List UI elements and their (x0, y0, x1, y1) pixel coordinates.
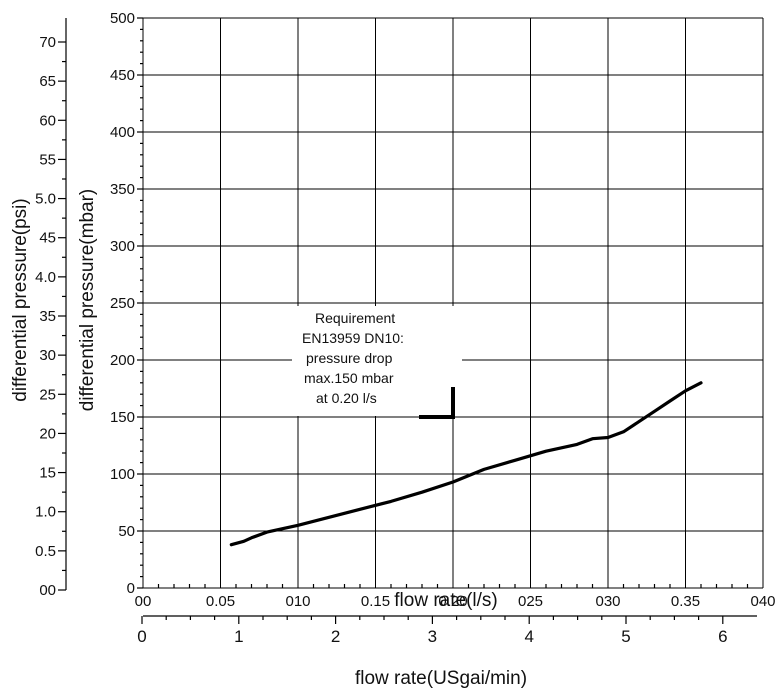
y-tick-label: 450 (110, 67, 135, 84)
y-tick-label: 500 (110, 10, 135, 27)
requirement-marker (419, 387, 455, 419)
y2-tick-label: 65 (39, 73, 56, 90)
x-tick-label: 040 (750, 593, 775, 610)
series (229, 381, 703, 547)
annotation-line: Requirement (315, 310, 395, 326)
y2-tick-label: 1.0 (35, 504, 56, 521)
y-tick-label: 250 (110, 295, 135, 312)
pressure-curve (229, 381, 703, 547)
y2-tick-label: 15 (39, 465, 56, 482)
y2-tick-label: 25 (39, 386, 56, 403)
y2-tick-label: 20 (39, 425, 56, 442)
x-axis-label: flow rate(l/s) (394, 590, 497, 611)
x-tick-label: 00 (135, 593, 152, 610)
y-tick-label: 350 (110, 181, 135, 198)
x2-tick-label: 1 (234, 627, 243, 646)
y2-tick-label: 55 (39, 151, 56, 168)
y2-tick-label: 5.0 (35, 191, 56, 208)
y-tick-label: 300 (110, 238, 135, 255)
y2-tick-label: 30 (39, 347, 56, 364)
x-tick-label: 0.15 (361, 593, 390, 610)
y-tick-label: 200 (110, 352, 135, 369)
y-tick-label: 100 (110, 466, 135, 483)
y2-tick-label: 0.5 (35, 543, 56, 560)
annotation-line: EN13959 DN10: (302, 330, 404, 346)
x2-tick-label: 6 (718, 627, 727, 646)
x2-tick-label: 5 (621, 627, 630, 646)
annotation-line: at 0.20 l/s (316, 390, 377, 406)
y-tick-label: 50 (118, 523, 135, 540)
grid-lines (142, 17, 764, 589)
x2-tick-label: 3 (428, 627, 437, 646)
y-tick-label: 0 (127, 580, 135, 597)
requirement-annotation: Requirement EN13959 DN10: pressure drop max… (292, 306, 462, 419)
y2-tick-label: 60 (39, 112, 56, 129)
y2-tick-label: 45 (39, 230, 56, 247)
annotation-line: pressure drop (306, 350, 393, 366)
x-tick-label: 0.05 (206, 593, 235, 610)
y-tick-label: 400 (110, 124, 135, 141)
y2-tick-label: 35 (39, 308, 56, 325)
y2-tick-label: 4.0 (35, 269, 56, 286)
annotation-background (292, 306, 462, 416)
y2-tick-label: 00 (39, 582, 56, 599)
tick-labels: 00 0.05 010 0.15 0.20 025 030 0.35 0400501001502… (35, 10, 775, 646)
x2-axis-label: flow rate(USgai/min) (355, 668, 527, 689)
x-tick-label: 0.20 (438, 593, 467, 610)
y-axis-label: differential pressure(mbar) (77, 189, 98, 411)
y-tick-label: 150 (110, 409, 135, 426)
x-tick-label: 030 (595, 593, 620, 610)
x2-tick-label: 4 (524, 627, 533, 646)
x2-tick-label: 2 (331, 627, 340, 646)
x2-tick-label: 0 (137, 627, 146, 646)
annotation-line: max.150 mbar (304, 370, 394, 386)
axes (58, 17, 757, 624)
x-tick-label: 0.35 (671, 593, 700, 610)
y2-tick-label: 70 (39, 34, 56, 51)
x-tick-label: 010 (285, 593, 310, 610)
y2-axis-label: differential pressure(psi) (10, 198, 31, 401)
x-tick-label: 025 (518, 593, 543, 610)
